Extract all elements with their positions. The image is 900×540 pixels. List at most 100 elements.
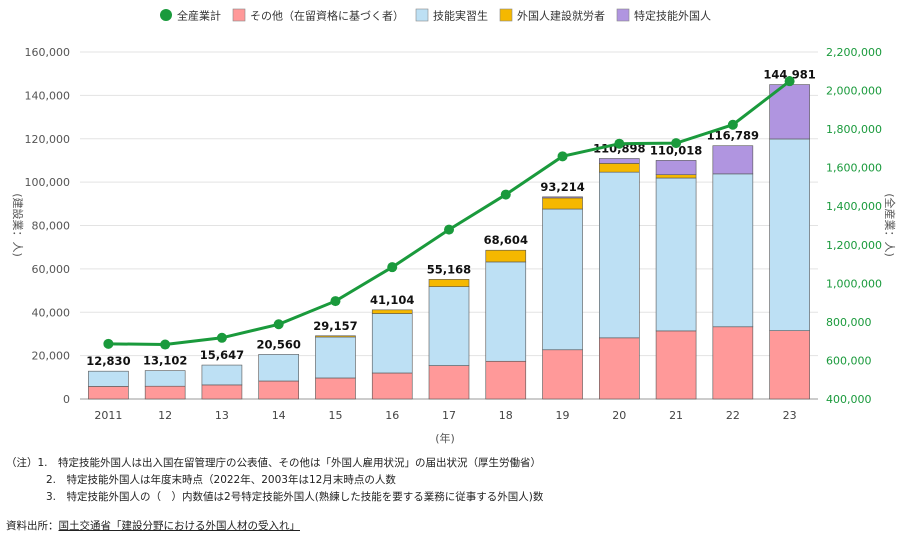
bar-seg-3 (655, 160, 697, 176)
bar-seg-0 (769, 330, 810, 400)
right-tick-label: 600,000 (826, 354, 872, 367)
bar-seg-0 (542, 349, 583, 400)
line-point (444, 224, 454, 235)
legend-label-4: 特定技能外国人 (634, 9, 711, 23)
bar-seg-0 (371, 372, 413, 400)
line-point (784, 76, 795, 87)
bar-seg-0 (88, 386, 129, 400)
right-tick-label: 1,800,000 (826, 123, 882, 136)
line-point (387, 262, 398, 273)
legend-marker-line (160, 9, 172, 21)
bar-seg-3 (599, 158, 640, 164)
right-tick-label: 2,200,000 (826, 46, 882, 59)
legend-label-0: 全産業計 (177, 9, 221, 23)
x-tick-label: 17 (442, 409, 456, 422)
line-point (330, 296, 341, 307)
total-label: 116,789 (707, 129, 759, 143)
legend-label-3: 外国人建設就労者 (517, 9, 605, 23)
x-tick-label: 21 (669, 409, 683, 422)
bar-seg-2 (485, 249, 527, 263)
left-axis: 0 20,000 40,000 60,000 80,000 100,000 120,000 1… (25, 46, 71, 406)
note-3: 3. 特定技能外国人の（ ）内数値は2号特定技能外国人(熟練した技能を要する業務… (46, 491, 544, 503)
x-tick-label: 13 (215, 409, 229, 422)
y-left-title: (建設業：人) (11, 193, 25, 257)
right-tick-label: 800,000 (826, 316, 872, 329)
note-2: 2. 特定技能外国人は年度末時点（2022年、2003年は12月末時点の人数 (46, 474, 396, 486)
right-tick-label: 1,200,000 (826, 239, 882, 252)
chart-canvas: 全産業計 その他（在留資格に基づく者） 技能実習生 外国人建設就労者 特定技能外国人 0… (11, 9, 897, 446)
legend-label-1: その他（在留資格に基づく者） (250, 9, 404, 23)
bar-seg-0 (428, 365, 470, 400)
total-label: 12,830 (86, 354, 130, 368)
source-prefix: 資料出所： (6, 520, 59, 532)
left-tick-label: 100,000 (25, 176, 71, 189)
right-tick-label: 1,600,000 (826, 162, 882, 175)
line-point (500, 189, 511, 200)
bar-seg-0 (144, 385, 186, 400)
line-point (103, 338, 114, 349)
x-tick-label: 20 (612, 409, 626, 422)
bar-seg-0 (201, 384, 243, 400)
total-label: 20,560 (256, 337, 300, 351)
total-label: 29,157 (313, 319, 357, 333)
right-axis: 400,000 600,000 800,000 1,000,000 1,200,000 1… (826, 46, 882, 406)
total-label: 144,981 (763, 68, 815, 82)
bar-seg-0 (712, 326, 754, 400)
x-tick-label: 2011 (94, 409, 122, 422)
bar-seg-1 (769, 138, 810, 331)
line-point (216, 332, 227, 343)
bar-seg-1 (542, 208, 583, 351)
bar-seg-3 (542, 196, 583, 199)
bar-seg-1 (485, 261, 527, 362)
bar-seg-0 (599, 337, 640, 400)
bar-seg-2 (655, 174, 697, 179)
bar-seg-0 (655, 330, 697, 400)
stacked-bars (88, 84, 810, 400)
total-label: 110,018 (650, 143, 702, 157)
bar-seg-2 (315, 335, 356, 338)
total-label: 93,214 (540, 180, 584, 194)
x-tick-label: 12 (158, 409, 172, 422)
source-link[interactable]: 国土交通省「建設分野における外国人材の受入れ」 (58, 520, 301, 532)
bar-seg-1 (371, 313, 413, 374)
total-labels: 12,830 13,102 15,647 20,560 29,157 41,104 55,1… (86, 68, 816, 369)
note-1: （注）1. 特定技能外国人は出入国在留管理庁の公表値、その他は「外国人雇用状況」… (6, 457, 542, 469)
legend-swatch-1 (232, 8, 246, 22)
x-tick-label: 19 (556, 409, 570, 422)
x-tick-label: 23 (783, 409, 797, 422)
total-label: 13,102 (143, 354, 187, 368)
total-label: 55,168 (427, 262, 471, 276)
bar-seg-0 (485, 360, 527, 400)
bar-seg-3 (712, 145, 754, 175)
bar-seg-1 (315, 336, 356, 379)
x-tick-label: 15 (328, 409, 342, 422)
line-point (727, 119, 738, 130)
x-tick-label: 16 (385, 409, 399, 422)
bar-seg-2 (428, 279, 470, 287)
left-tick-label: 160,000 (25, 46, 71, 59)
legend-swatch-4 (616, 8, 630, 22)
source-line: 資料出所：国土交通省「建設分野における外国人材の受入れ」 (6, 518, 300, 533)
left-tick-label: 20,000 (32, 350, 71, 363)
right-tick-label: 400,000 (826, 393, 872, 406)
legend-label-2: 技能実習生 (433, 9, 488, 23)
bar-seg-2 (542, 197, 583, 210)
left-tick-label: 40,000 (32, 306, 71, 319)
x-tick-label: 22 (726, 409, 740, 422)
right-tick-label: 2,000,000 (826, 85, 882, 98)
bar-seg-1 (201, 364, 243, 386)
bar-seg-2 (599, 163, 640, 173)
bar-seg-1 (655, 177, 697, 332)
left-tick-label: 120,000 (25, 133, 71, 146)
bar-seg-1 (88, 370, 129, 387)
right-tick-label: 1,000,000 (826, 277, 882, 290)
total-label: 68,604 (484, 233, 528, 247)
left-tick-label: 140,000 (25, 89, 71, 102)
x-tick-label: 18 (499, 409, 513, 422)
bar-seg-1 (599, 171, 640, 339)
bar-seg-3 (769, 84, 810, 140)
bar-seg-0 (315, 377, 356, 400)
bar-seg-0 (258, 380, 299, 400)
line-point (273, 319, 284, 330)
legend: 全産業計 その他（在留資格に基づく者） 技能実習生 外国人建設就労者 特定技能外国人 (160, 9, 711, 23)
